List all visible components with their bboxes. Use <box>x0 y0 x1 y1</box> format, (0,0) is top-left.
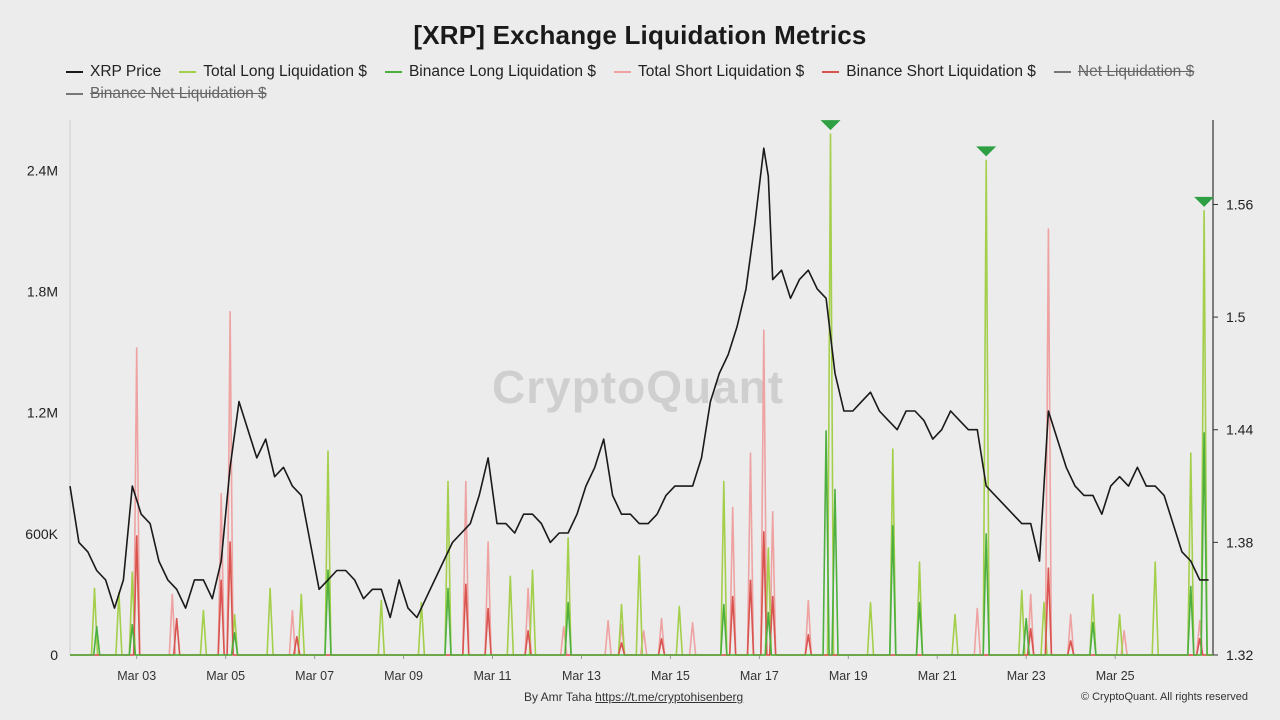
y-left-tick-label: 600K <box>25 526 58 542</box>
legend-swatch <box>66 71 83 73</box>
y-left-tick-label: 2.4M <box>27 162 58 178</box>
x-tick-label: Mar 13 <box>562 669 601 683</box>
legend-item-total-long[interactable]: Total Long Liquidation $ <box>179 62 367 82</box>
legend-swatch <box>613 71 631 73</box>
x-tick-label: Mar 17 <box>740 669 779 683</box>
y-left-tick-label: 1.8M <box>27 284 58 300</box>
legend-label: Binance Short Liquidation $ <box>846 63 1036 80</box>
x-tick-label: Mar 21 <box>918 669 957 683</box>
footer-author: By Amr Taha <box>524 690 592 704</box>
watermark: CryptoQuant <box>492 361 785 413</box>
series-binance-long-liquidation-line <box>70 430 1213 656</box>
x-tick-label: Mar 11 <box>474 669 512 683</box>
legend-swatch <box>822 71 840 73</box>
footer-credit: By Amr Taha https://t.me/cryptohisenberg <box>524 690 743 704</box>
legend-swatch <box>179 71 197 73</box>
legend-label: XRP Price <box>90 63 162 80</box>
x-tick-label: Mar 07 <box>295 669 334 683</box>
peak-marker <box>976 146 997 157</box>
footer-copyright: © CryptoQuant. All rights reserved <box>1080 691 1248 703</box>
legend-swatch <box>384 71 402 73</box>
legend-label: Net Liquidation $ <box>1077 63 1195 80</box>
x-tick-label: Mar 05 <box>206 669 245 683</box>
y-right-tick-label: 1.56 <box>1226 196 1253 212</box>
legend-item-binance-long[interactable]: Binance Long Liquidation $ <box>384 62 596 82</box>
legend-label: Binance Long Liquidation $ <box>408 63 596 80</box>
y-right-tick-label: 1.32 <box>1226 647 1253 663</box>
y-left-tick-label: 1.2M <box>27 405 58 421</box>
x-tick-label: Mar 09 <box>384 669 423 683</box>
x-tick-label: Mar 15 <box>651 669 690 683</box>
peak-marker <box>1194 196 1215 207</box>
x-tick-label: Mar 25 <box>1096 669 1135 683</box>
x-tick-label: Mar 19 <box>829 669 868 683</box>
series-total-long-liquidation-line <box>70 133 1213 656</box>
x-tick-label: Mar 23 <box>1007 669 1046 683</box>
legend-swatch <box>1053 71 1071 73</box>
legend-label: Total Long Liquidation $ <box>203 63 367 80</box>
legend-item-binance-short[interactable]: Binance Short Liquidation $ <box>822 62 1036 82</box>
chart-title: [XRP] Exchange Liquidation Metrics <box>413 20 867 50</box>
legend-item-xrp-price[interactable]: XRP Price <box>66 62 161 82</box>
legend-label: Binance Net Liquidation $ <box>90 85 267 102</box>
series-xrp-price-line <box>69 147 1209 619</box>
peak-marker <box>820 120 841 131</box>
y-left-tick-label: 0 <box>50 647 58 663</box>
y-right-tick-label: 1.38 <box>1226 534 1253 550</box>
y-right-tick-label: 1.44 <box>1226 422 1253 438</box>
legend-item-binance-net-liquidation[interactable]: Binance Net Liquidation $ <box>66 84 267 104</box>
legend-label: Total Short Liquidation $ <box>637 63 805 80</box>
y-right-tick-label: 1.5 <box>1226 309 1246 325</box>
x-tick-label: Mar 03 <box>117 669 156 683</box>
footer-link[interactable]: https://t.me/cryptohisenberg <box>595 690 744 704</box>
chart-legend: XRP Price Total Long Liquidation $ Binan… <box>66 62 1236 104</box>
legend-item-net-liquidation[interactable]: Net Liquidation $ <box>1053 62 1195 82</box>
legend-item-total-short[interactable]: Total Short Liquidation $ <box>613 62 805 82</box>
series-total-short-liquidation-line <box>70 228 1213 656</box>
legend-swatch <box>66 93 83 95</box>
